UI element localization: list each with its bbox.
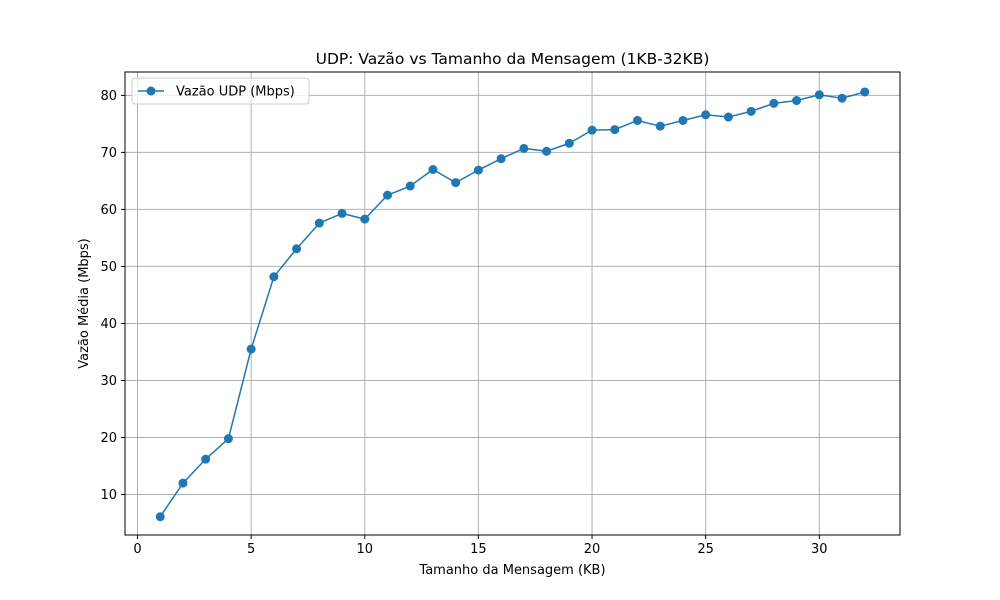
data-point [451, 178, 461, 188]
data-point [383, 190, 392, 200]
data-point [314, 218, 324, 228]
data-point [610, 125, 620, 135]
x-tick-label: 5 [247, 542, 255, 557]
data-point [701, 110, 711, 120]
plot-frame [124, 71, 901, 536]
x-tick-label: 10 [356, 542, 373, 557]
data-point [860, 87, 870, 97]
y-tick-label: 20 [100, 431, 117, 446]
data-point [746, 106, 756, 116]
data-point [360, 214, 370, 224]
y-axis-label: Vazão Média (Mbps) [77, 238, 92, 369]
data-point [473, 165, 483, 175]
data-point [564, 138, 574, 148]
legend-box [131, 77, 310, 105]
data-point [496, 154, 506, 164]
data-point [201, 454, 211, 464]
data-point [587, 125, 597, 135]
legend-label: Vazão UDP (Mbps) [176, 85, 295, 100]
x-tick-label: 0 [133, 542, 141, 557]
legend: Vazão UDP (Mbps) [131, 77, 310, 105]
data-point [292, 244, 302, 254]
x-axis-label: Tamanho da Mensagem (KB) [418, 563, 605, 578]
data-point [769, 98, 779, 108]
data-point [792, 96, 802, 106]
data-point [633, 115, 642, 125]
data-point [428, 165, 438, 175]
data-point [542, 146, 552, 156]
series-layer [155, 87, 870, 522]
y-tick-label: 80 [100, 89, 117, 104]
data-point [519, 143, 529, 153]
y-tick-label: 40 [100, 317, 117, 332]
legend-marker [146, 86, 156, 96]
data-point [337, 208, 347, 218]
data-point [155, 512, 165, 522]
data-point [723, 112, 733, 122]
axis-ticks: 0 5 10 15 20 25 30 10 20 30 40 50 60 70 80 [100, 89, 827, 557]
y-tick-label: 60 [100, 203, 117, 218]
x-tick-label: 25 [697, 542, 714, 557]
x-tick-label: 15 [470, 542, 487, 557]
data-point [837, 93, 847, 103]
x-tick-label: 30 [811, 542, 828, 557]
data-point [814, 90, 824, 100]
chart-title: UDP: Vazão vs Tamanho da Mensagem (1KB-3… [316, 50, 710, 68]
data-point [223, 434, 233, 444]
y-tick-label: 70 [100, 146, 117, 161]
data-point [655, 121, 665, 131]
y-tick-label: 50 [100, 260, 117, 275]
data-point [678, 115, 688, 125]
data-point [178, 478, 188, 488]
data-point [269, 272, 279, 282]
y-tick-label: 30 [100, 374, 117, 389]
y-tick-label: 10 [100, 488, 117, 503]
grid [125, 72, 900, 535]
data-point [405, 181, 415, 191]
data-point [246, 344, 256, 354]
x-tick-label: 20 [584, 542, 601, 557]
